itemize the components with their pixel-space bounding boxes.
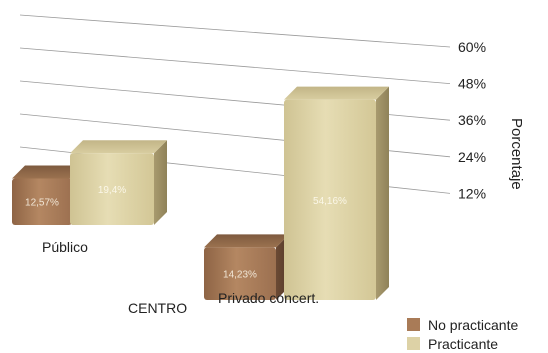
bar: 54,16% [284, 86, 389, 300]
bar-front [70, 153, 154, 225]
y-tick-label: 12% [458, 185, 486, 201]
gridline [19, 47, 451, 84]
bar: 19,4% [70, 140, 167, 225]
bar-data-label: 12,57% [25, 198, 59, 209]
category-label-privado-concert: Privado concert. [218, 290, 319, 306]
y-tick-label: 60% [458, 39, 486, 55]
gridline [19, 14, 451, 48]
bar-data-label: 54,16% [313, 196, 347, 207]
legend-swatch-practicante [407, 337, 420, 350]
bar-front [204, 247, 276, 300]
y-tick-label: 48% [458, 76, 486, 92]
legend-swatch-no-practicante [407, 318, 420, 331]
bars: 12,57% 19,4% 14,23% 54,16% [12, 86, 389, 300]
x-axis-label: CENTRO [128, 300, 187, 316]
category-label-publico: Público [42, 239, 88, 255]
bar-front [284, 99, 376, 300]
bar-top [204, 234, 289, 248]
legend-label-practicante: Practicante [428, 336, 498, 352]
legend: No practicante Practicante [407, 317, 518, 352]
bar-side [154, 140, 167, 225]
bar-data-label: 14,23% [223, 270, 257, 281]
y-tick-label: 24% [458, 149, 486, 165]
bar-top [284, 86, 389, 100]
y-axis-label: Porcentaje [508, 118, 525, 190]
bar-top [70, 140, 167, 154]
bar-front [12, 178, 72, 225]
bar-data-label: 19,4% [98, 185, 126, 196]
y-tick-label: 36% [458, 112, 486, 128]
legend-label-no-practicante: No practicante [428, 317, 518, 333]
bar-top [12, 165, 85, 179]
bar-side [376, 86, 389, 300]
y-axis-ticks: 12% 24% 36% 48% 60% [458, 39, 486, 201]
